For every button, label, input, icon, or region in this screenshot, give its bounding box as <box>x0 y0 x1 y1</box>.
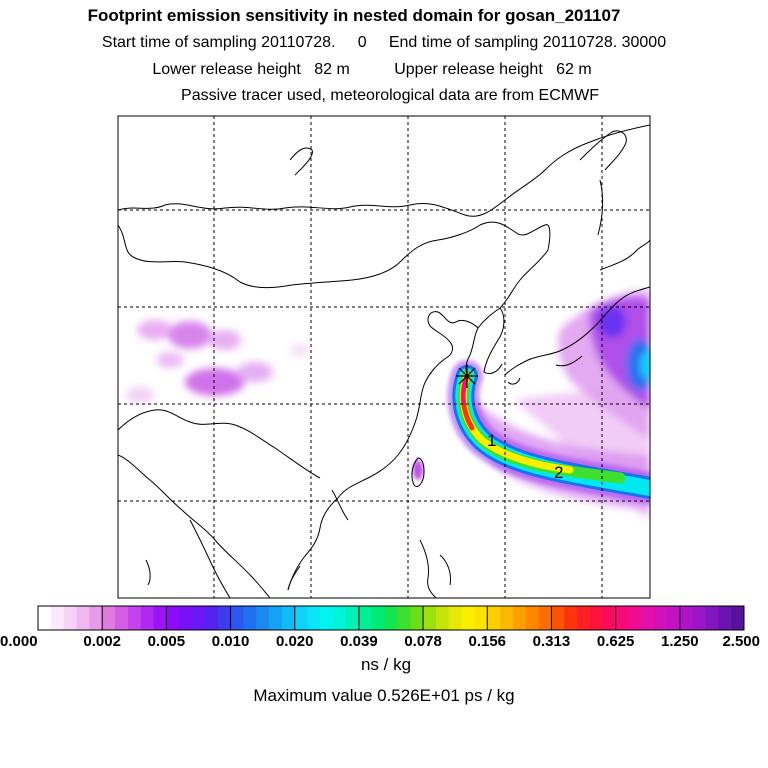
receptor-star-icon <box>456 364 478 388</box>
colorbar-cell <box>333 606 347 630</box>
colorbar-cell <box>564 606 578 630</box>
colorbar-cell <box>38 606 52 630</box>
colorbar-tick-label: 0.000 <box>0 633 38 650</box>
colorbar-tick-labels: 0.000 0.002 0.005 0.010 0.020 0.039 0.078 0.156… <box>0 633 760 650</box>
colorbar-cell <box>102 606 116 630</box>
colorbar-tick-label: 0.625 <box>597 633 635 650</box>
colorbar-cell <box>628 606 642 630</box>
colorbar-tick-label: 0.039 <box>340 633 378 650</box>
coastlines <box>118 124 650 598</box>
colorbar-cell <box>410 606 424 630</box>
sensitivity-field <box>126 290 650 520</box>
chart-title: Footprint emission sensitivity in nested… <box>87 6 621 25</box>
colorbar-frame <box>37 605 745 631</box>
map-frame <box>117 115 651 599</box>
colorbar-cell <box>371 606 386 630</box>
colorbar-cell <box>589 606 604 630</box>
colorbar-cell <box>679 606 694 630</box>
colorbar-cell <box>166 606 180 630</box>
colorbar-cell <box>525 606 540 630</box>
colorbar-cell <box>115 606 129 630</box>
day-marker-2: 2 <box>554 463 563 482</box>
colorbar-cell <box>641 606 655 630</box>
colorbar-cell <box>654 606 668 630</box>
colorbar-tick-label: 2.500 <box>722 633 760 650</box>
colorbar-cell <box>397 606 411 630</box>
colorbar <box>37 605 745 631</box>
colorbar-cell <box>89 606 103 630</box>
colorbar-cell <box>474 606 488 630</box>
colorbar-cell <box>358 606 373 630</box>
colorbar-cell <box>217 606 232 630</box>
colorbar-cell <box>153 606 167 630</box>
colorbar-tick-label: 0.313 <box>533 633 571 650</box>
colorbar-cell <box>666 606 681 630</box>
colorbar-cell <box>461 606 475 630</box>
colorbar-cell <box>50 606 65 630</box>
colorbar-tick-label: 0.020 <box>276 633 314 650</box>
colorbar-tick-label: 0.002 <box>83 633 121 650</box>
colorbar-cell <box>384 606 398 630</box>
colorbar-cell <box>423 606 437 630</box>
colorbar-cell <box>512 606 527 630</box>
sampling-time-line: Start time of sampling 20110728. 0 End t… <box>101 34 667 51</box>
colorbar-tick-label: 0.010 <box>212 633 250 650</box>
colorbar-cell <box>448 606 463 630</box>
day-marker-1: 1 <box>487 431 496 450</box>
colorbar-cell <box>269 606 283 630</box>
map-plot-area <box>118 116 650 598</box>
tracer-info-line: Passive tracer used, meteorological data… <box>181 87 599 104</box>
colorbar-unit-label: ns / kg <box>360 655 412 674</box>
colorbar-cell <box>63 606 78 630</box>
colorbar-cell <box>192 606 206 630</box>
colorbar-cell <box>435 606 450 630</box>
colorbar-cell <box>307 606 321 630</box>
colorbar-cell <box>705 606 719 630</box>
colorbar-cell <box>256 606 270 630</box>
colorbar-tick-label: 0.156 <box>468 633 506 650</box>
colorbar-cell <box>602 606 617 630</box>
colorbar-cell <box>551 606 565 630</box>
colorbar-tick-label: 1.250 <box>661 633 699 650</box>
colorbar-cell <box>179 606 193 630</box>
colorbar-cell <box>204 606 219 630</box>
colorbar-cell <box>692 606 706 630</box>
colorbar-cell <box>76 606 90 630</box>
colorbar-tick-label: 0.078 <box>404 633 442 650</box>
maximum-value-label: Maximum value 0.526E+01 ps / kg <box>253 686 515 705</box>
colorbar-cell <box>294 606 309 630</box>
colorbar-cell <box>718 606 732 630</box>
release-height-line: Lower release height 82 m Upper release … <box>152 61 592 78</box>
colorbar-cell <box>500 606 514 630</box>
colorbar-cell <box>140 606 155 630</box>
colorbar-cell <box>281 606 296 630</box>
colorbar-cell <box>577 606 591 630</box>
colorbar-cell <box>243 606 257 630</box>
colorbar-cell <box>346 606 360 630</box>
colorbar-cell <box>487 606 501 630</box>
colorbar-cell <box>538 606 552 630</box>
colorbar-tick-label: 0.005 <box>148 633 186 650</box>
colorbar-cell <box>320 606 334 630</box>
colorbar-cell <box>615 606 629 630</box>
grid-lines <box>118 116 650 598</box>
colorbar-cell <box>230 606 244 630</box>
colorbar-cell <box>127 606 142 630</box>
colorbar-cell <box>731 606 745 630</box>
